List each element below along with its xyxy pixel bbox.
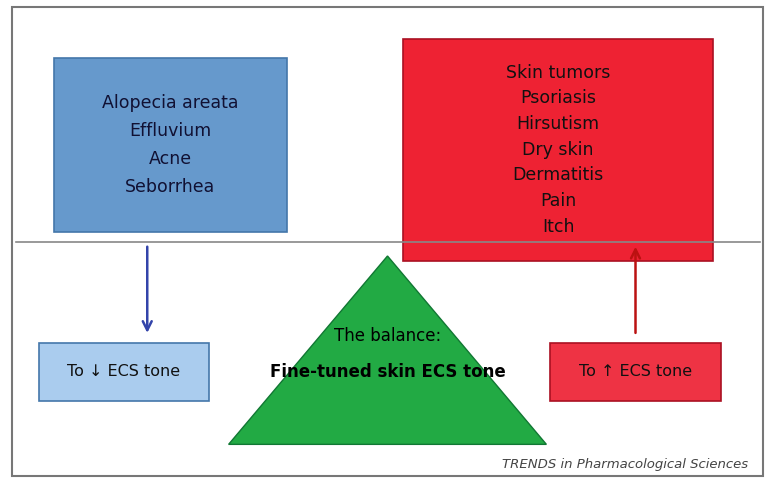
Text: TRENDS in Pharmacological Sciences: TRENDS in Pharmacological Sciences [501,458,748,471]
Text: Fine-tuned skin ECS tone: Fine-tuned skin ECS tone [270,363,505,381]
Bar [54,58,287,232]
Polygon shape [229,256,546,444]
Text: The balance:: The balance: [334,327,441,345]
Bar [403,39,713,261]
Bar [550,343,721,401]
Text: To ↑ ECS tone: To ↑ ECS tone [579,364,692,380]
Text: Skin tumors
Psoriasis
Hirsutism
Dry skin
Dermatitis
Pain
Itch: Skin tumors Psoriasis Hirsutism Dry skin… [506,64,610,236]
Bar [39,343,209,401]
Text: To ↓ ECS tone: To ↓ ECS tone [67,364,181,380]
Text: Alopecia areata
Effluvium
Acne
Seborrhea: Alopecia areata Effluvium Acne Seborrhea [102,94,239,196]
